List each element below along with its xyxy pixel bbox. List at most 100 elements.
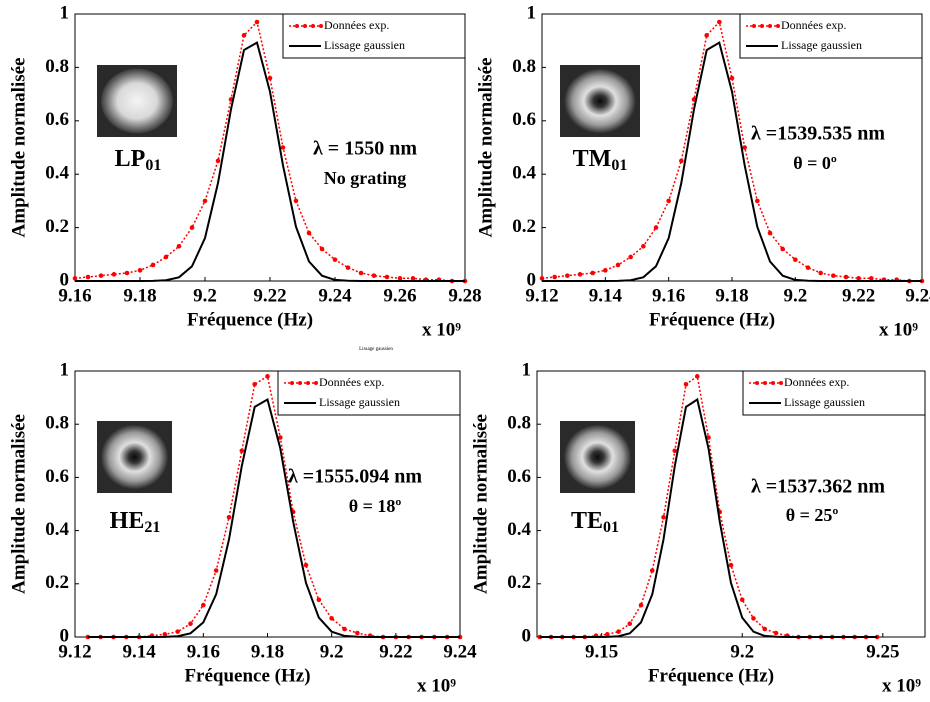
data-point — [616, 629, 621, 634]
series-line — [542, 41, 922, 282]
legend-marker — [295, 24, 299, 28]
legend-label: Données exp. — [319, 375, 384, 389]
mode-label: HE21 — [110, 508, 161, 536]
data-point — [241, 33, 247, 38]
data-point — [762, 626, 768, 632]
y-tick-label: 0.8 — [512, 56, 536, 77]
mode-text: HE — [110, 508, 145, 534]
x-tick-label: 9.22 — [379, 641, 412, 662]
data-point — [319, 246, 325, 252]
y-tick-label: 0.6 — [45, 109, 69, 130]
legend-marker — [290, 381, 294, 385]
data-point — [293, 198, 299, 204]
data-point — [604, 632, 610, 637]
data-point — [641, 243, 646, 249]
y-tick-label: 0.4 — [45, 163, 69, 184]
data-point — [163, 254, 169, 260]
x-tick-label: 9.14 — [589, 285, 623, 306]
legend-marker — [763, 381, 767, 385]
legend-marker — [752, 24, 756, 28]
y-tick-label: 0.4 — [45, 519, 69, 540]
x-multiplier: x 10⁹ — [879, 319, 918, 340]
y-tick-label: 1 — [60, 359, 70, 380]
x-tick-label: 9.2 — [193, 285, 217, 306]
data-point — [729, 75, 735, 81]
y-axis-label: Amplitude normalisée — [8, 414, 29, 594]
legend-box — [277, 370, 461, 416]
data-point — [188, 621, 193, 626]
x-tick-label: 9.22 — [842, 285, 875, 306]
data-point — [175, 629, 180, 634]
legend-marker — [311, 24, 315, 28]
y-tick-label: 0.2 — [45, 216, 69, 237]
y-tick-label: 0 — [522, 625, 532, 646]
data-point — [213, 568, 219, 573]
data-point — [552, 274, 557, 280]
mode-subscript: 01 — [611, 157, 627, 174]
data-point — [628, 254, 633, 260]
data-point — [267, 75, 273, 81]
y-tick-label: 1 — [60, 2, 70, 23]
data-point — [843, 274, 849, 280]
data-point — [329, 616, 334, 621]
data-point — [539, 276, 545, 281]
y-tick-label: 0.2 — [45, 572, 69, 593]
legend-marker — [298, 381, 302, 385]
y-tick-label: 1 — [527, 2, 537, 23]
x-tick-label: 9.24 — [905, 285, 930, 306]
y-tick-label: 0.8 — [45, 56, 69, 77]
data-point — [751, 616, 756, 621]
y-axis-label: Amplitude normalisée — [475, 58, 496, 238]
mode-subscript: 01 — [145, 157, 161, 174]
data-point — [666, 198, 671, 204]
data-point — [316, 597, 322, 603]
data-point — [793, 257, 798, 262]
mode-subscript: 01 — [603, 519, 619, 536]
y-tick-label: 0.6 — [507, 466, 531, 487]
x-tick-label: 9.18 — [251, 641, 284, 662]
legend-box — [739, 13, 923, 59]
y-tick-label: 1 — [522, 359, 532, 380]
y-tick-label: 0 — [60, 625, 70, 646]
y-tick-label: 0.2 — [512, 216, 536, 237]
x-tick-label: 9.18 — [715, 285, 748, 306]
x-tick-label: 9.14 — [123, 641, 157, 662]
data-point — [661, 515, 666, 520]
data-point — [683, 382, 689, 387]
mode-text: TM — [573, 146, 612, 172]
data-point — [202, 198, 208, 204]
x-tick-label: 9.2 — [730, 641, 754, 662]
x-tick-label: 9.25 — [866, 641, 899, 662]
mode-profile — [564, 68, 636, 134]
data-point — [137, 268, 143, 273]
mode-text: LP — [115, 146, 146, 172]
y-tick-label: 0.6 — [512, 109, 536, 130]
data-point — [384, 274, 390, 280]
x-tick-label: 9.2 — [783, 285, 807, 306]
x-tick-label: 9.12 — [58, 641, 91, 662]
data-point — [85, 274, 91, 280]
data-point — [162, 632, 168, 637]
series-line — [87, 397, 460, 638]
legend-marker — [779, 381, 783, 385]
data-point — [818, 270, 823, 276]
data-point — [615, 262, 621, 268]
y-tick-label: 0.2 — [507, 572, 531, 593]
y-axis-label: Amplitude normalisée — [8, 58, 29, 238]
legend-marker — [776, 24, 780, 28]
data-point — [627, 621, 633, 626]
legend-marker — [760, 24, 764, 28]
data-point — [239, 448, 245, 454]
x-axis-label: Fréquence (Hz) — [187, 309, 313, 330]
legend-box — [282, 13, 466, 59]
data-point — [358, 270, 364, 276]
mode-subscript: 21 — [144, 519, 160, 536]
y-tick-label: 0.6 — [45, 466, 69, 487]
data-point — [672, 448, 678, 454]
annotation: λ =1537.362 nm — [751, 476, 885, 498]
annotation: θ = 25º — [786, 505, 839, 525]
data-point — [303, 562, 309, 568]
series-line — [75, 41, 465, 282]
series-line — [539, 397, 878, 638]
legend-label: Lissage gaussien — [784, 395, 865, 409]
